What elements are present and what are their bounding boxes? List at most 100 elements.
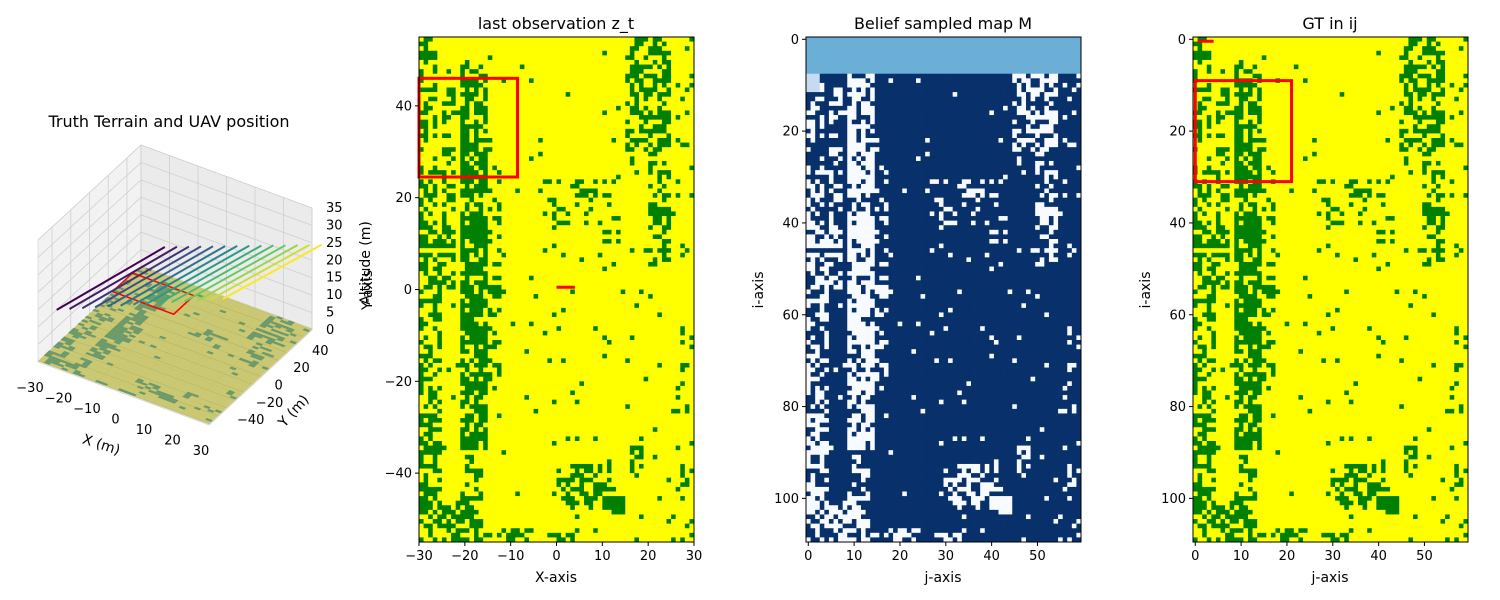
obs-cell — [510, 211, 516, 217]
obs-cell — [437, 340, 443, 345]
obs-cell — [643, 59, 649, 65]
obs-cell — [675, 353, 681, 359]
obs-cell — [565, 193, 571, 199]
obs-cell — [519, 248, 525, 254]
obs-cell — [593, 220, 599, 226]
obs-cell — [593, 216, 599, 221]
obs-cell — [451, 284, 457, 290]
obs-cell — [432, 133, 438, 139]
obs-cell — [510, 381, 516, 387]
obs-cell — [671, 142, 677, 148]
obs-cell — [689, 96, 695, 102]
obs-cell — [451, 229, 457, 235]
obs-cell — [606, 376, 612, 382]
obs-cell — [515, 312, 521, 318]
obs-cell — [487, 59, 493, 65]
obs-cell — [460, 105, 466, 111]
obs-cell — [538, 321, 544, 327]
obs-cell — [538, 353, 544, 359]
obs-cell — [570, 358, 576, 364]
obs-cell — [492, 188, 498, 194]
obs-cell — [487, 358, 493, 364]
obs-cell — [474, 160, 479, 166]
obs-cell — [616, 197, 622, 203]
obs-cell — [556, 307, 562, 313]
obs-cell — [515, 248, 521, 254]
obs-cell — [441, 110, 447, 116]
obs-cell — [584, 239, 589, 244]
obs-cell — [501, 312, 507, 318]
obs-cell — [611, 294, 617, 300]
obs-cell — [579, 50, 585, 56]
obs-cell — [629, 124, 635, 130]
obs-cell — [675, 82, 681, 88]
obs-cell — [611, 307, 617, 313]
obs-cell — [579, 115, 585, 120]
obs-cell — [419, 119, 424, 125]
obs-cell — [533, 376, 539, 382]
obs-cell — [689, 284, 695, 290]
obs-cell — [441, 147, 447, 153]
obs-cell — [657, 372, 663, 378]
obs-cell — [666, 128, 672, 134]
obs-cell — [492, 257, 498, 263]
obs-cell — [510, 50, 516, 56]
obs-cell — [606, 372, 612, 378]
obs-cell — [487, 64, 493, 70]
obs-cell — [689, 151, 695, 157]
obs-cell — [661, 243, 667, 249]
obs-cell — [588, 271, 594, 277]
terrain-vegetation — [115, 324, 123, 329]
obs-cell — [533, 216, 539, 221]
obs-cell — [524, 73, 530, 79]
terrain-vegetation — [128, 312, 136, 317]
obs-cell — [556, 133, 562, 139]
obs-cell — [547, 358, 553, 364]
terrain-vegetation — [278, 343, 286, 348]
obs-cell — [419, 59, 424, 65]
obs-cell — [593, 234, 599, 240]
obs-cell — [666, 321, 672, 327]
obs-cell — [547, 124, 553, 130]
obs-cell — [483, 142, 489, 148]
obs-cell — [529, 197, 534, 203]
obs-cell — [501, 142, 507, 148]
terrain-mesh — [55, 344, 227, 408]
obs-cell — [588, 216, 594, 221]
obs-cell — [611, 353, 617, 359]
terrain-3d-xtick-label: −10 — [73, 402, 100, 417]
obs-cell — [542, 174, 548, 180]
obs-cell — [652, 41, 658, 47]
obs-cell — [657, 317, 663, 322]
uav-trajectory-line — [107, 245, 214, 308]
obs-cell — [538, 37, 544, 42]
obs-cell — [446, 92, 452, 98]
obs-cell — [570, 303, 576, 309]
obs-cell — [597, 151, 603, 157]
obs-cell — [455, 46, 461, 52]
obs-cell — [611, 326, 617, 332]
obs-cell — [579, 46, 585, 52]
obs-cell — [478, 105, 484, 111]
obs-cell — [680, 229, 686, 235]
obs-cell — [460, 96, 466, 102]
obs-cell — [469, 188, 475, 194]
obs-cell — [547, 193, 553, 199]
obs-cell — [432, 142, 438, 148]
obs-cell — [680, 340, 686, 345]
obs-cell — [478, 229, 484, 235]
obs-cell — [547, 225, 553, 231]
obs-cell — [611, 101, 617, 107]
obs-cell — [519, 372, 525, 378]
obs-cell — [666, 271, 672, 277]
obs-cell — [629, 312, 635, 318]
obs-cell — [419, 330, 424, 336]
obs-cell — [652, 216, 658, 221]
obs-cell — [620, 128, 626, 134]
obs-cell — [441, 298, 447, 304]
obs-cell — [519, 257, 525, 263]
obs-cell — [561, 367, 567, 373]
obs-cell — [455, 188, 461, 194]
obs-cell — [478, 335, 484, 341]
obs-cell — [565, 37, 571, 42]
